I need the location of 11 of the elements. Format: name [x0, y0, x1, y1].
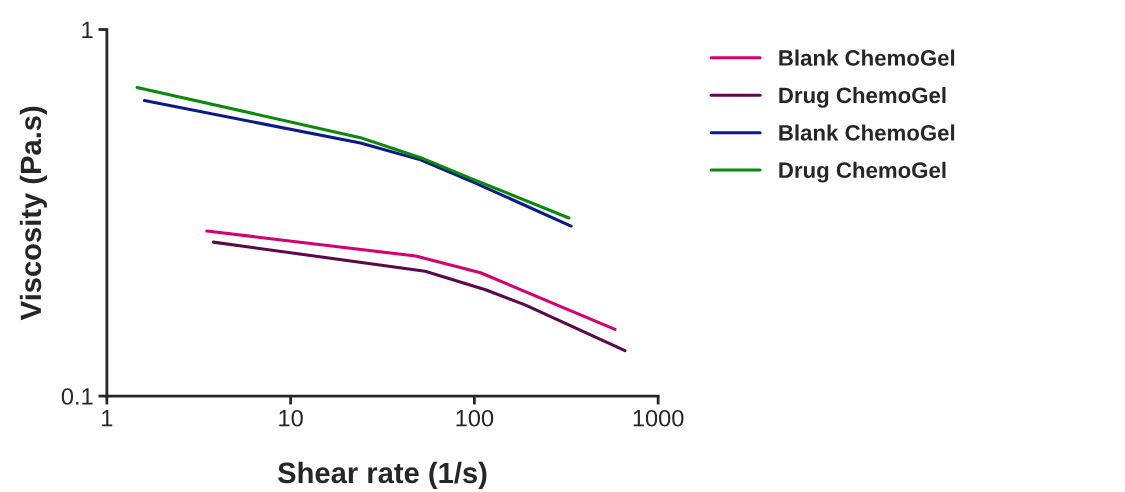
y-axis-title: Viscosity (Pa.s)	[19, 106, 47, 321]
x-axis-title: Shear rate (1/s)	[277, 461, 487, 490]
x-tick-label: 1000	[633, 409, 684, 427]
legend-label: Blank ChemoGel	[779, 124, 955, 141]
x-tick-label: 100	[456, 409, 494, 427]
legend-label: Drug ChemoGel	[779, 161, 946, 183]
legend-label: Blank ChemoGel	[779, 49, 955, 66]
y-tick-label: 0.1	[61, 388, 93, 405]
legend-label: Drug ChemoGel	[779, 86, 946, 108]
x-tick-label: 1	[102, 410, 113, 427]
x-tick-label: 10	[279, 409, 303, 427]
